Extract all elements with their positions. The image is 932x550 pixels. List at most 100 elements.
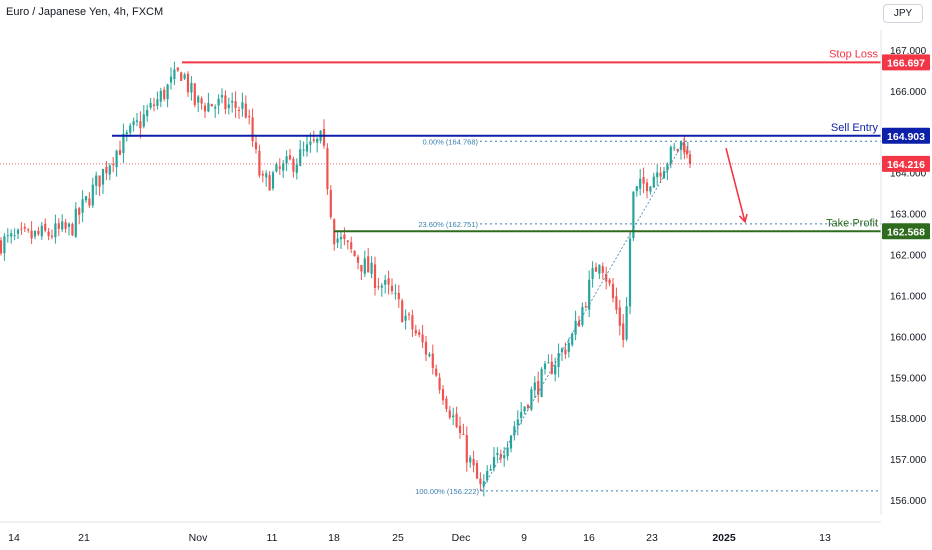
candle — [186, 71, 190, 97]
candle — [622, 314, 625, 348]
candle — [567, 338, 570, 358]
candle — [40, 222, 43, 240]
candle — [520, 402, 523, 425]
candle — [203, 102, 207, 119]
candle — [115, 149, 118, 177]
y-tick-label: 160.000 — [890, 332, 927, 343]
candle — [628, 230, 632, 315]
candle — [91, 177, 94, 209]
candle — [142, 104, 145, 129]
candle — [27, 227, 30, 233]
candle — [78, 206, 81, 225]
candle — [598, 264, 601, 280]
candle — [496, 447, 499, 462]
candle — [61, 214, 64, 233]
candle — [169, 67, 173, 90]
candle — [339, 230, 343, 250]
candle — [50, 229, 54, 240]
price-axis[interactable]: 156.000 157.000 158.000 159.000 160.000 161.0… — [880, 0, 932, 550]
candle — [244, 95, 247, 119]
last-price-tag: 164.216 — [882, 155, 930, 172]
candle — [285, 150, 288, 172]
currency-button[interactable]: JPY — [883, 4, 923, 23]
candle — [438, 372, 441, 394]
y-tick-label: 159.000 — [890, 373, 927, 384]
candle — [190, 76, 193, 101]
candle — [132, 117, 135, 132]
candle — [217, 94, 220, 115]
candle — [577, 315, 581, 327]
candle — [418, 329, 421, 338]
candle — [322, 119, 326, 149]
candle — [84, 195, 88, 203]
candle — [118, 140, 122, 156]
candle — [656, 164, 659, 186]
x-tick-label: 13 — [819, 532, 831, 544]
x-tick-label: 16 — [583, 532, 595, 544]
candle — [469, 455, 472, 468]
candle — [37, 226, 40, 237]
candle — [180, 71, 183, 81]
candle — [421, 324, 424, 349]
level-label: Take Profit — [826, 217, 878, 229]
candle — [197, 94, 200, 113]
candle — [625, 297, 628, 342]
candle — [156, 91, 159, 110]
candle — [152, 97, 156, 112]
candle — [268, 171, 271, 191]
forecast-arrow[interactable] — [725, 147, 748, 224]
candle — [10, 229, 13, 244]
candle — [292, 156, 295, 178]
candle — [530, 386, 533, 412]
candle — [499, 449, 502, 463]
candle — [632, 191, 635, 242]
fibonacci-retracement[interactable]: 0.00% (164.768) 23.60% (162.751) 100.00% (… — [415, 137, 881, 496]
sell-entry-level[interactable]: Sell Entry — [112, 122, 881, 137]
candle — [3, 232, 6, 261]
candle — [312, 130, 315, 143]
candle — [44, 218, 47, 233]
candle — [513, 421, 516, 441]
candle — [336, 231, 339, 249]
candle — [615, 287, 618, 314]
candle — [384, 274, 387, 294]
candle — [326, 143, 329, 195]
candle — [401, 298, 404, 323]
candle — [166, 83, 169, 108]
candle — [554, 357, 557, 382]
trade-levels[interactable]: Stop Loss Sell Entry Take Profit — [112, 48, 881, 233]
candle — [428, 352, 431, 358]
svg-text:164.903: 164.903 — [887, 131, 925, 143]
candle — [584, 301, 587, 309]
candle — [278, 158, 281, 175]
candle — [108, 163, 111, 181]
candle — [581, 302, 584, 328]
candle — [173, 61, 176, 86]
candle — [81, 190, 84, 223]
candle — [30, 221, 33, 245]
candle — [479, 472, 482, 492]
candle — [183, 72, 186, 81]
x-tick-label: 11 — [267, 532, 278, 544]
candle — [343, 227, 346, 246]
candle — [608, 277, 611, 287]
candle — [207, 92, 210, 113]
stop-loss-level[interactable]: Stop Loss — [182, 48, 881, 64]
candle — [135, 112, 139, 127]
candle — [363, 250, 366, 277]
candle — [98, 175, 101, 197]
candle — [557, 343, 560, 378]
candle — [506, 441, 509, 461]
candle — [176, 67, 179, 72]
candle — [261, 170, 264, 183]
time-axis[interactable]: 14 21 Nov 11 18 25 Dec 9 16 23 2025 13 — [0, 521, 881, 544]
candle — [639, 169, 642, 196]
take-profit-level[interactable]: Take Profit — [334, 217, 881, 233]
fib-level-label: 0.00% (164.768) — [423, 137, 479, 146]
candle — [220, 88, 224, 104]
y-tick-label: 158.000 — [890, 414, 927, 425]
x-tick-label: Nov — [189, 532, 208, 544]
candle — [302, 141, 305, 157]
candle — [424, 335, 428, 361]
